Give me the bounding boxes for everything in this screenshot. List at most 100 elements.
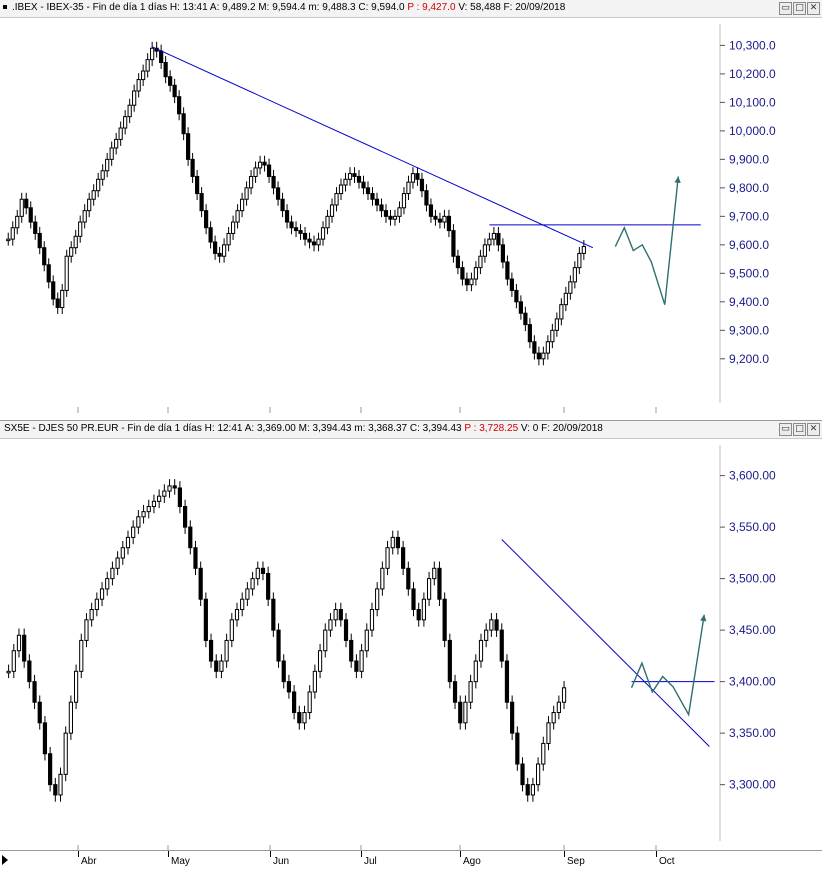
candle-body [199,193,204,212]
candle [266,158,272,183]
candle [186,127,191,166]
candle [224,633,229,668]
ibex-field-p-value: 9,427.0 [422,2,456,13]
candle [24,192,29,215]
candle-body [426,578,432,600]
candle-body [37,232,42,249]
candle [276,623,281,668]
ibex-field-v-value: 58,488 [470,2,501,13]
candle [468,674,473,710]
candle-body [478,255,483,269]
candle [572,261,577,289]
candle-body [311,241,317,246]
candle-body [411,588,416,611]
candle [509,272,514,297]
x-month-tick [460,851,461,857]
candle-body [136,79,141,92]
candle-body [162,490,167,497]
candle [364,623,369,658]
candle [518,295,523,320]
candle [6,232,11,246]
ibex-close-button[interactable]: ✕ [807,2,820,15]
trendline[interactable] [151,46,594,249]
candle-body [214,660,219,672]
candle-body [390,536,395,549]
candle [401,540,406,576]
candle [63,726,68,782]
candle-body [320,227,326,240]
candle [132,84,137,112]
candle-body [551,712,556,724]
candle-body [78,221,83,237]
candle [79,633,84,679]
candle-body [354,660,359,672]
candle [302,705,307,730]
candle-body [415,173,420,180]
candle-body [442,598,447,641]
candle-body [73,670,79,703]
candle [229,613,234,648]
sx5e-restore-button[interactable]: ▭ [779,423,792,436]
candle-body [424,190,429,206]
ibex-maximize-button[interactable]: □ [793,2,806,15]
candle [433,209,438,226]
candle-body [437,567,442,600]
candle-body [496,232,501,246]
candle-body [307,691,312,714]
candle [131,520,136,545]
candle-body [568,281,573,294]
candle-body [535,763,541,786]
candle-body [401,193,407,209]
candle [109,141,114,166]
ibex-restore-button[interactable]: ▭ [779,2,792,15]
candle-body [292,691,297,714]
time-axis[interactable]: Abr May Jun Jul Ago Sep Oct [0,850,822,870]
candle [520,757,525,792]
y-tick-label: 9,200.0 [729,352,769,366]
candle-body [527,324,532,343]
candle [266,566,271,606]
candle-body [224,639,229,662]
candle [199,187,204,218]
projection-path[interactable] [630,614,705,717]
candle [388,209,393,226]
candle [115,551,120,576]
candle-body [181,113,186,135]
candle [127,98,132,124]
candle-body [365,187,371,195]
y-tick-label: 3,300.00 [729,778,776,792]
candle-body [68,701,73,734]
sx5e-title: SX5E - DJES 50 PR.EUR - Fin de día 1 día… [4,423,202,434]
candle-body [167,485,172,492]
candle-body [276,629,281,662]
candle [141,64,146,87]
candle [234,602,240,627]
candle-body [16,634,22,652]
y-tick-label: 10,300.0 [729,38,776,52]
candle [541,346,546,366]
x-month-tick [270,851,271,857]
scroll-left-arrow-icon[interactable] [2,855,8,865]
candle [323,623,328,658]
projection-path[interactable] [614,176,679,305]
candle-body [204,210,209,229]
candle [91,184,96,206]
candle [514,283,519,309]
candle [240,592,245,617]
candle-body [442,215,447,223]
candle [500,238,505,269]
candle-body [105,158,110,172]
candle [424,184,429,212]
candle [162,484,167,503]
candle [361,175,366,195]
sx5e-maximize-button[interactable]: □ [793,423,806,436]
candle [214,654,219,679]
candle [482,238,488,263]
sx5e-field-min-label: m: [354,423,366,434]
candle-body [132,90,137,106]
trendline[interactable] [501,539,710,747]
candle-body [182,506,188,528]
projection-arrow-icon [674,176,681,183]
candle-body [120,547,125,559]
sx5e-close-button[interactable]: ✕ [807,423,820,436]
